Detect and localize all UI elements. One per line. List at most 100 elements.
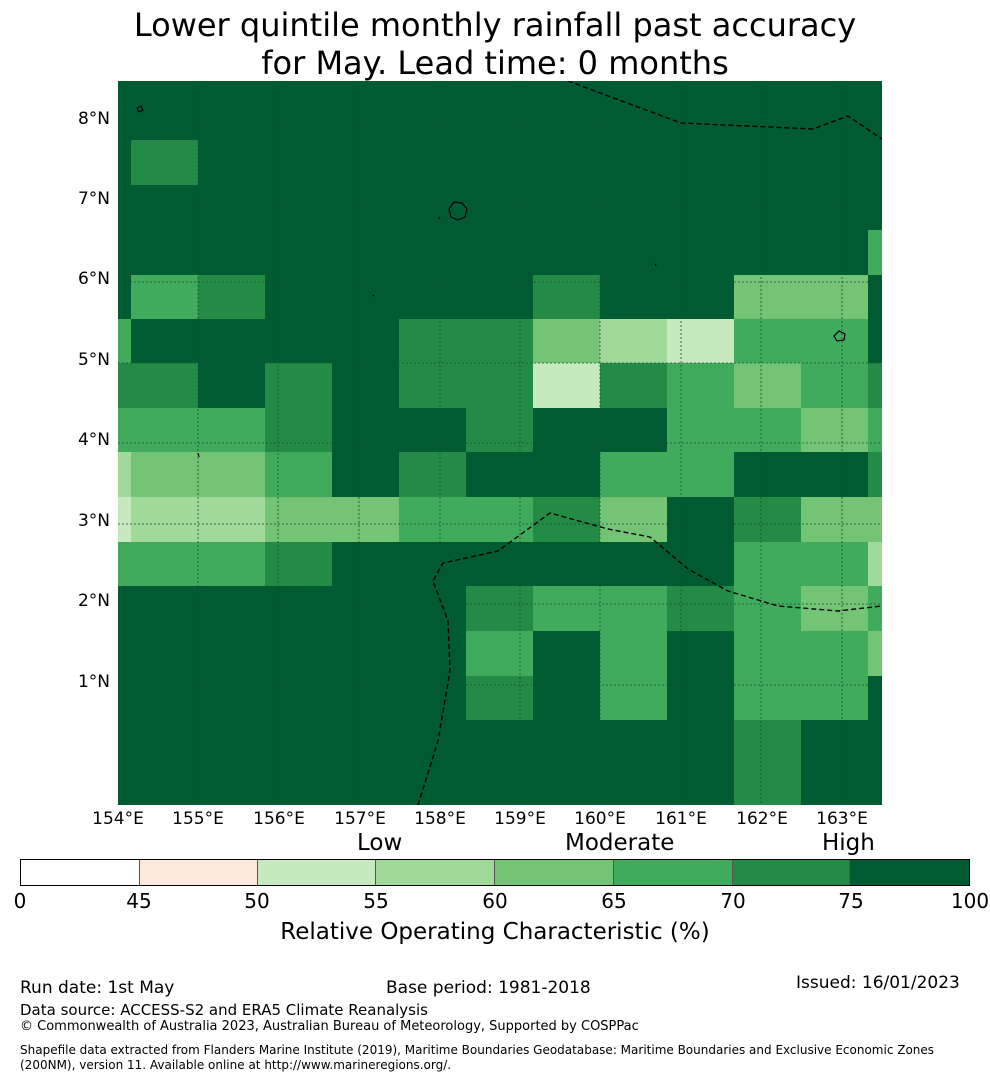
- grid-cell: [533, 720, 600, 765]
- island-small-1: [136, 105, 144, 113]
- grid-cell: [399, 765, 466, 805]
- grid-cell: [533, 765, 600, 805]
- grid-cell: [265, 230, 332, 275]
- grid-cell: [131, 452, 198, 497]
- grid-cell: [265, 497, 332, 542]
- lat-tick: 6°N: [77, 269, 110, 289]
- grid-cell: [118, 275, 131, 319]
- grid-cell: [118, 95, 131, 140]
- grid-cell: [533, 140, 600, 185]
- grid-cell: [667, 319, 734, 363]
- grid-cell: [131, 586, 198, 631]
- grid-cell: [801, 81, 868, 95]
- grid-cell: [198, 631, 265, 676]
- grid-cell: [734, 408, 801, 452]
- grid-cell: [734, 720, 801, 765]
- grid-cell: [265, 720, 332, 765]
- grid-cell: [399, 676, 466, 720]
- grid-cell: [868, 408, 882, 452]
- grid-cell: [118, 140, 131, 185]
- grid-cell: [600, 81, 667, 95]
- grid-cell: [198, 140, 265, 185]
- grid-cell: [801, 631, 868, 676]
- colorbar-tick: 0: [13, 889, 27, 913]
- grid-cell: [801, 452, 868, 497]
- grid-cell: [399, 185, 466, 230]
- grid-cell: [198, 720, 265, 765]
- grid-cell: [399, 586, 466, 631]
- grid-cell: [399, 452, 466, 497]
- colorbar-tick: 55: [363, 889, 389, 913]
- colorbar-tick: 50: [244, 889, 270, 913]
- grid-cell: [600, 95, 667, 140]
- grid-cell: [868, 81, 882, 95]
- grid-cell: [533, 95, 600, 140]
- grid-cell: [801, 363, 868, 408]
- colorbar-segment: [850, 860, 969, 885]
- grid-cell: [399, 497, 466, 542]
- island-pohnpei: [448, 201, 468, 221]
- grid-cell: [118, 720, 131, 765]
- grid-cell: [868, 363, 882, 408]
- grid-cell: [533, 452, 600, 497]
- grid-cell: [734, 95, 801, 140]
- grid-cell: [265, 95, 332, 140]
- lon-tick: 156°E: [253, 809, 305, 829]
- grid-cell: [801, 765, 868, 805]
- grid-cell: [533, 408, 600, 452]
- colorbar-tick: 75: [838, 889, 864, 913]
- colorbar-segment: [495, 860, 614, 885]
- grid-cell: [868, 185, 882, 230]
- lon-tick: 154°E: [92, 809, 144, 829]
- grid-cell: [118, 452, 131, 497]
- lat-tick: 3°N: [77, 511, 110, 531]
- grid-cell: [131, 765, 198, 805]
- shapefile-credit-line-1: Shapefile data extracted from Flanders M…: [20, 1043, 935, 1057]
- grid-cell: [198, 230, 265, 275]
- grid-cell: [533, 319, 600, 363]
- grid-cell: [667, 720, 734, 765]
- grid-cell: [131, 185, 198, 230]
- grid-cell: [332, 408, 399, 452]
- legend-category-low: Low: [357, 830, 403, 856]
- grid-cell: [131, 631, 198, 676]
- map-canvas: [118, 81, 882, 805]
- grid-cell: [868, 497, 882, 542]
- grid-cell: [600, 542, 667, 586]
- grid-cell: [734, 81, 801, 95]
- chart-title: Lower quintile monthly rainfall past acc…: [0, 6, 990, 82]
- issued-date: Issued: 16/01/2023: [796, 973, 960, 993]
- lon-tick: 155°E: [172, 809, 224, 829]
- grid-cell: [198, 408, 265, 452]
- grid-cell: [118, 408, 131, 452]
- lat-tick: 5°N: [77, 350, 110, 370]
- grid-cell: [118, 765, 131, 805]
- grid-cell: [198, 542, 265, 586]
- grid-cell: [198, 81, 265, 95]
- island-small-5: [197, 452, 200, 458]
- grid-cell: [734, 542, 801, 586]
- grid-cell: [332, 95, 399, 140]
- grid-cell: [667, 95, 734, 140]
- grid-cell: [667, 631, 734, 676]
- grid-cell: [734, 765, 801, 805]
- colorbar: [20, 859, 970, 886]
- grid-cell: [118, 230, 131, 275]
- grid-cell: [667, 363, 734, 408]
- grid-cell: [131, 542, 198, 586]
- grid-cell: [734, 676, 801, 720]
- grid-cell: [118, 586, 131, 631]
- grid-cell: [533, 81, 600, 95]
- grid-cell: [198, 586, 265, 631]
- colorbar-tick: 65: [601, 889, 627, 913]
- eez-boundary-south: [417, 512, 882, 805]
- grid-cell: [533, 230, 600, 275]
- colorbar-segment: [732, 860, 851, 885]
- grid-cell: [332, 363, 399, 408]
- map-panel[interactable]: [118, 81, 882, 805]
- copyright: © Commonwealth of Australia 2023, Austra…: [20, 1019, 639, 1034]
- grid-cell: [198, 765, 265, 805]
- grid-cell: [801, 497, 868, 542]
- grid-cell: [466, 185, 533, 230]
- colorbar-segment: [257, 860, 377, 885]
